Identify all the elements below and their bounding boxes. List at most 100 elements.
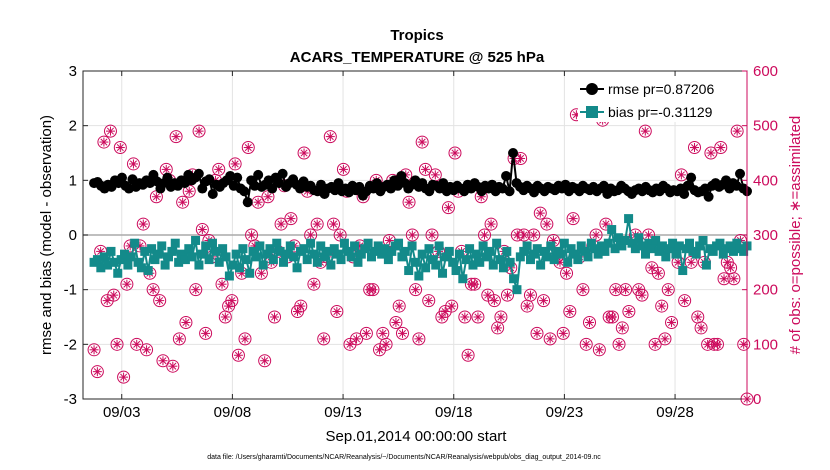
bias-point	[397, 252, 407, 262]
obs-assimilated-point	[263, 192, 273, 202]
bias-point	[387, 246, 397, 256]
bias-point	[492, 238, 502, 248]
bias-point	[488, 260, 498, 270]
obs-assimilated-point	[647, 263, 657, 273]
obs-assimilated-point	[217, 279, 227, 289]
obs-assimilated-point	[148, 285, 158, 295]
rmse-point	[686, 172, 697, 183]
asterisk-stroke	[139, 220, 147, 228]
obs-possible-point	[179, 315, 193, 329]
chart-title: Tropics	[390, 27, 443, 44]
bias-point	[671, 249, 681, 259]
bias-point	[326, 260, 336, 270]
asterisk-stroke	[307, 231, 315, 239]
y-tick-label: 2	[69, 118, 77, 135]
obs-assimilated-point	[227, 296, 237, 306]
bias-point	[268, 255, 278, 265]
obs-assimilated-point	[607, 312, 617, 322]
bias-point	[248, 246, 258, 256]
asterisk-stroke	[257, 269, 265, 277]
bias-point	[576, 241, 586, 251]
asterisk-stroke	[241, 335, 249, 343]
obs-assimilated-point	[404, 197, 414, 207]
y2-tick-label: 0	[753, 391, 761, 408]
asterisk-stroke	[398, 329, 407, 337]
asterisk-stroke	[362, 329, 370, 337]
obs-possible-point	[103, 124, 117, 138]
y-axis-label: rmse and bias (model - observation)	[38, 115, 55, 355]
bias-point	[414, 271, 424, 281]
obs-assimilated-point	[397, 328, 407, 338]
obs-possible-point	[478, 228, 492, 242]
bias-point	[201, 241, 211, 251]
bias-point	[126, 252, 136, 262]
asterisk-stroke	[320, 335, 328, 343]
asterisk-stroke	[441, 307, 449, 316]
obs-possible-point	[258, 354, 272, 368]
y2-tick-label: 500	[753, 118, 778, 135]
obs-assimilated-point	[443, 203, 453, 213]
obs-assimilated-point	[168, 361, 178, 371]
obs-possible-point	[694, 321, 708, 335]
bias-point	[103, 260, 113, 270]
obs-assimilated-point	[637, 290, 647, 300]
asterisk-stroke	[582, 340, 590, 348]
obs-possible-point	[530, 326, 544, 340]
asterisk-stroke	[228, 297, 236, 305]
asterisk-stroke	[694, 313, 702, 321]
obs-possible-point	[317, 332, 331, 346]
bias-point	[539, 246, 549, 256]
bias-point	[600, 246, 610, 256]
bias-point	[163, 252, 173, 262]
bias-point	[241, 255, 251, 265]
bias-point	[224, 271, 234, 281]
x-tick-label: 09/03	[103, 404, 141, 421]
obs-possible-point	[592, 343, 606, 357]
bias-point	[519, 246, 529, 256]
asterisk-stroke	[270, 313, 279, 321]
bias-point	[498, 263, 508, 273]
asterisk-stroke	[533, 329, 541, 337]
asterisk-stroke	[471, 280, 479, 288]
obs-assimilated-point	[450, 148, 460, 158]
bias-point	[532, 244, 542, 254]
asterisk-stroke	[543, 220, 551, 228]
obs-assimilated-point	[338, 164, 348, 174]
asterisk-stroke	[540, 297, 548, 305]
asterisk-stroke	[379, 329, 387, 337]
asterisk-stroke	[513, 231, 521, 239]
obs-possible-point	[402, 195, 416, 209]
obs-possible-point	[579, 337, 593, 351]
asterisk-stroke	[93, 368, 101, 376]
asterisk-stroke	[106, 127, 115, 135]
bias-point	[157, 241, 167, 251]
obs-possible-point	[166, 359, 180, 373]
obs-possible-point	[231, 348, 245, 362]
asterisk-stroke	[480, 231, 489, 239]
bias-point	[590, 244, 600, 254]
obs-possible-point	[418, 162, 432, 176]
bias-point	[641, 249, 651, 259]
asterisk-stroke	[264, 193, 272, 201]
bias-point	[177, 249, 187, 259]
bias-point	[434, 241, 444, 251]
obs-assimilated-point	[220, 312, 230, 322]
bias-point	[583, 252, 593, 262]
bias-point	[610, 244, 620, 254]
obs-possible-point	[307, 277, 321, 291]
obs-possible-point	[126, 157, 140, 171]
obs-possible-point	[110, 337, 124, 351]
bias-point	[258, 260, 268, 270]
obs-assimilated-point	[712, 339, 722, 349]
asterisk-stroke	[339, 165, 347, 173]
obs-assimilated-point	[407, 230, 417, 240]
obs-possible-point	[730, 124, 744, 138]
bias-point	[424, 244, 434, 254]
bias-point	[468, 260, 478, 270]
bias-point	[339, 238, 349, 248]
asterisk-stroke	[97, 247, 105, 255]
bias-point	[573, 255, 583, 265]
obs-possible-point	[359, 326, 373, 340]
x-tick-label: 09/13	[324, 404, 362, 421]
obs-assimilated-point	[489, 296, 499, 306]
